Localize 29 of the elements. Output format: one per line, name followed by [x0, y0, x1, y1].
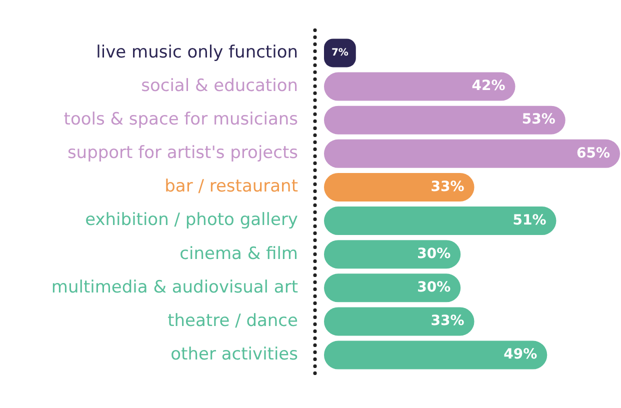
- y-tick-label: social & education: [141, 76, 298, 96]
- data-label: 7%: [331, 48, 348, 59]
- y-tick-label: support for artist's projects: [67, 143, 298, 164]
- bar: [324, 172, 474, 202]
- data-label: 51%: [512, 212, 546, 228]
- y-tick-label: cinema & film: [180, 244, 298, 264]
- y-tick-label: theatre / dance: [168, 310, 298, 331]
- data-label: 49%: [504, 346, 538, 363]
- data-label: 33%: [430, 178, 464, 195]
- y-tick-label: live music only function: [96, 42, 298, 62]
- y-tick-label: bar / restaurant: [164, 176, 298, 197]
- y-tick-label: other activities: [170, 344, 298, 364]
- y-tick-label: multimedia & audiovisual art: [51, 277, 298, 298]
- data-label: 30%: [417, 280, 451, 296]
- data-label: 53%: [522, 112, 556, 128]
- y-tick-label: tools & space for musicians: [64, 110, 298, 130]
- data-label: 30%: [417, 246, 451, 262]
- bar: [324, 240, 461, 269]
- y-tick-label: exhibition / photo gallery: [85, 210, 298, 230]
- bar: [324, 206, 556, 236]
- bar: [324, 72, 516, 101]
- bar: [324, 340, 548, 370]
- bar: [324, 307, 474, 336]
- bar: [324, 106, 566, 134]
- data-label: 65%: [576, 145, 610, 162]
- data-label: 42%: [472, 78, 506, 94]
- bar: [324, 274, 461, 302]
- data-label: 33%: [430, 313, 464, 330]
- bar: [324, 139, 620, 168]
